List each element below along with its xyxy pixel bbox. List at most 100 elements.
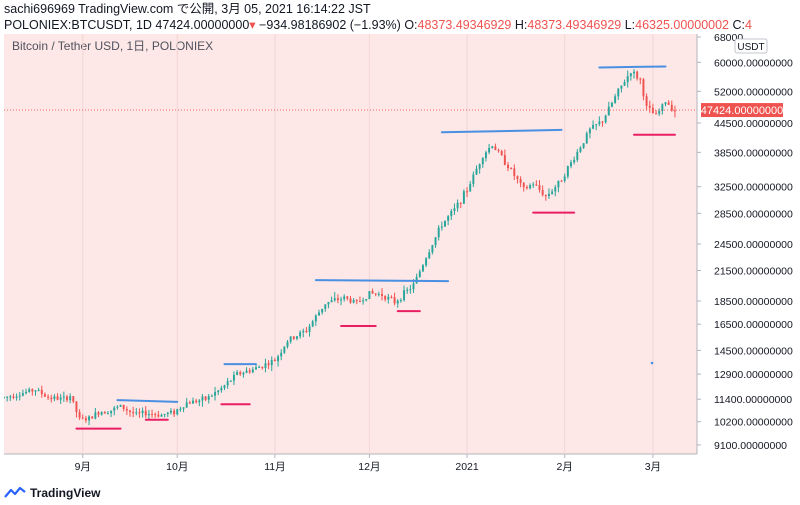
candle-body (365, 299, 368, 301)
candle-body (302, 330, 305, 333)
candle-body (258, 366, 261, 368)
candle-body (434, 237, 437, 246)
price-tick-label: 60000.00000000 (714, 57, 793, 69)
price-chart[interactable]: Bitcoin / Tether USD, 1日, POLONIEX 68000… (3, 32, 800, 480)
candle-body (503, 155, 506, 165)
candle-body (273, 359, 276, 362)
down-triangle-icon: ▾ (249, 18, 256, 32)
candle-body (544, 195, 547, 197)
candle-body (620, 85, 623, 89)
candle-body (106, 413, 109, 415)
candle-body (110, 410, 113, 414)
candle-body (456, 202, 459, 209)
resistance-line (598, 65, 667, 69)
candle-body (623, 82, 626, 86)
candle-body (333, 298, 336, 301)
candle-body (522, 183, 525, 188)
candle-body (639, 78, 642, 80)
candle-body (69, 396, 72, 401)
candle-body (529, 185, 532, 189)
currency-badge-text: USDT (737, 42, 764, 53)
candle-body (166, 412, 169, 415)
candle-body (31, 389, 34, 392)
candle-body (9, 396, 12, 398)
candle-body (160, 414, 163, 417)
price-tick-label: 24500.00000000 (714, 239, 793, 251)
candle-body (447, 216, 450, 221)
candle-body (97, 412, 100, 415)
candle-body (56, 396, 59, 400)
candle-body (381, 294, 383, 296)
publish-info: sachi696969 TradingView.com で公開, 3月 05, … (4, 2, 371, 16)
candle-body (573, 159, 576, 163)
candle-body (661, 104, 664, 111)
candle-body (138, 412, 141, 414)
candle-body (119, 404, 122, 407)
candle-body (629, 73, 632, 77)
candle-body (645, 96, 648, 106)
candle-body (21, 393, 24, 396)
candles (3, 69, 676, 426)
candle-body (324, 304, 327, 309)
candle-body (217, 390, 220, 393)
candle-body (43, 394, 46, 397)
candle-body (494, 146, 497, 151)
candle-body (507, 164, 509, 169)
candle-body (488, 147, 491, 153)
candle-body (59, 397, 62, 400)
candle-body (651, 107, 654, 114)
candle-body (34, 390, 37, 392)
candle-body (469, 184, 472, 192)
candle-body (614, 96, 617, 103)
candle-body (673, 110, 676, 112)
candle-body (412, 283, 415, 290)
time-tick-label: 2021 (455, 461, 479, 473)
candle-body (450, 211, 453, 217)
candle-body (636, 71, 639, 79)
change-text: −934.98186902 (−1.93%) (259, 18, 401, 32)
resistance-line (116, 399, 179, 403)
candle-body (352, 300, 355, 303)
price-tick-label: 18500.00000000 (714, 296, 793, 308)
candle-body (12, 396, 15, 398)
chart-area[interactable]: Bitcoin / Tether USD, 1日, POLONIEX 68000… (3, 32, 800, 480)
candle-body (484, 152, 487, 159)
candle-body (396, 300, 399, 304)
price-tick-label: 21500.00000000 (714, 266, 793, 278)
candle-body (585, 133, 588, 144)
candle-body (516, 176, 519, 179)
plot-background (4, 34, 697, 454)
candle-body (510, 168, 513, 170)
candle-body (387, 296, 390, 300)
candle-body (444, 220, 446, 227)
candle-body (343, 296, 346, 300)
candle-body (667, 102, 670, 105)
time-axis[interactable]: 9月 10月 11月 12月 2021 2月 3月 (75, 454, 661, 473)
price-tick-label: 52000.00000000 (714, 86, 793, 98)
price-tick-label: 16500.00000000 (714, 319, 793, 331)
candle-body (125, 408, 128, 411)
candle-body (176, 409, 179, 415)
low-value: 46325.00000002 (635, 18, 730, 32)
price-axis[interactable]: 68000 60000.00000000 52000.00000000 44500.0… (697, 32, 793, 452)
candle-body (431, 245, 434, 253)
candle-body (393, 297, 396, 304)
candle-body (579, 147, 582, 152)
price-tick-label: 28500.00000000 (714, 208, 793, 220)
candle-body (6, 396, 9, 398)
candle-body (154, 414, 157, 416)
candle-body (582, 143, 585, 148)
candle-body (311, 321, 314, 327)
candle-body (491, 146, 494, 148)
symbol-text: POLONIEX:BTCUSDT, 1D 47424.00000000 (4, 18, 250, 32)
candle-body (220, 387, 223, 391)
candle-body (390, 296, 393, 298)
tradingview-logo[interactable]: TradingView (4, 483, 100, 503)
chart-title: Bitcoin / Tether USD, 1日, POLONIEX (12, 39, 213, 53)
candle-body (135, 412, 138, 414)
candle-body (664, 102, 667, 105)
candle-body (15, 396, 18, 398)
candle-body (601, 121, 604, 123)
candle-body (519, 178, 522, 184)
currency-badge[interactable]: USDT (734, 38, 768, 54)
